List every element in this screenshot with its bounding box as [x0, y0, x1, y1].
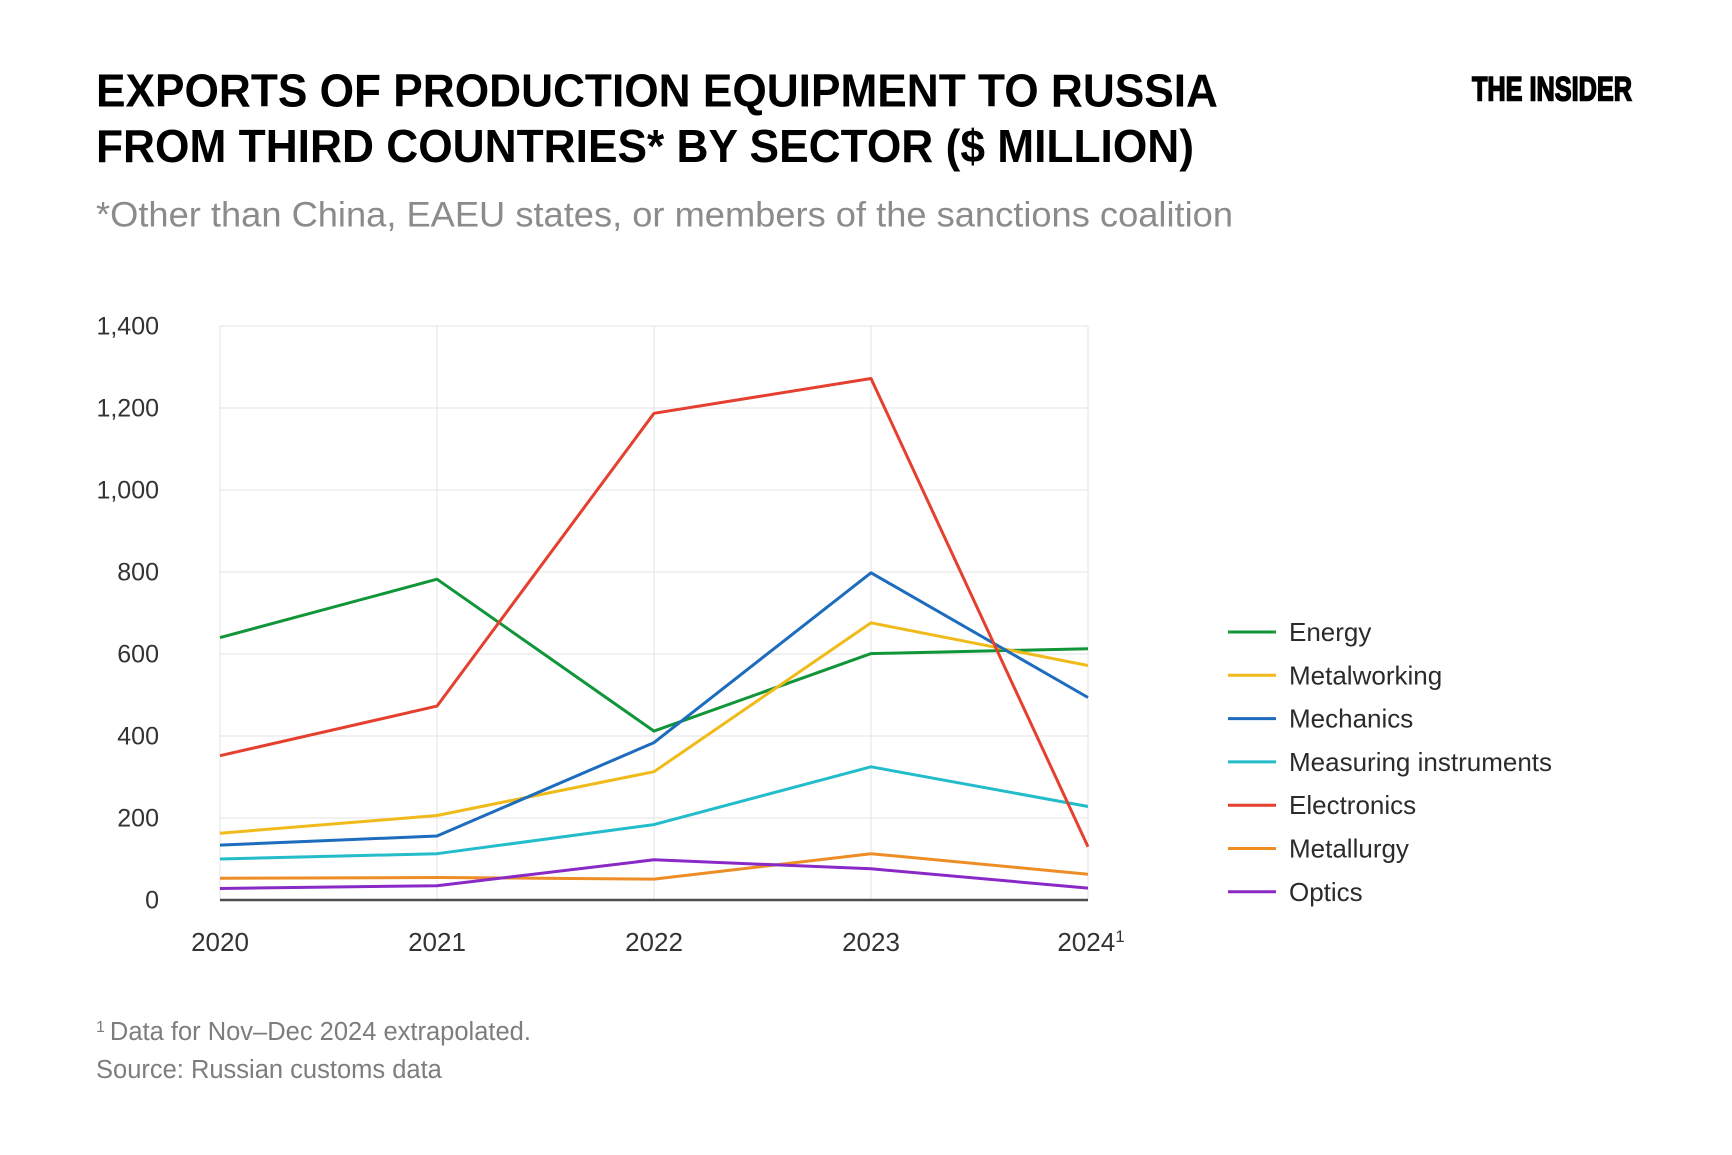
svg-text:Metalworking: Metalworking	[1289, 660, 1442, 690]
svg-text:2021: 2021	[408, 927, 466, 957]
svg-text:2022: 2022	[625, 927, 683, 957]
svg-text:Energy: Energy	[1289, 617, 1371, 647]
svg-text:800: 800	[117, 559, 159, 587]
svg-text:Metallurgy: Metallurgy	[1289, 834, 1409, 864]
svg-text:Optics: Optics	[1289, 877, 1363, 907]
svg-text:20241: 20241	[1057, 927, 1124, 957]
svg-text:1,200: 1,200	[96, 395, 159, 423]
svg-text:0: 0	[145, 887, 159, 915]
svg-text:200: 200	[117, 805, 159, 833]
svg-text:THE INSIDER: THE INSIDER	[1472, 70, 1632, 108]
svg-text:2020: 2020	[191, 927, 249, 957]
svg-text:*Other than China, EAEU states: *Other than China, EAEU states, or membe…	[96, 196, 1233, 235]
svg-text:600: 600	[117, 641, 159, 669]
svg-text:400: 400	[117, 723, 159, 751]
svg-text:1,400: 1,400	[96, 313, 159, 341]
svg-text:Mechanics: Mechanics	[1289, 704, 1413, 734]
svg-text:Source: Russian customs data: Source: Russian customs data	[96, 1056, 443, 1084]
svg-text:Measuring instruments: Measuring instruments	[1289, 747, 1552, 777]
svg-text:1,000: 1,000	[96, 477, 159, 505]
svg-text:2023: 2023	[842, 927, 900, 957]
svg-text:FROM THIRD COUNTRIES* BY SECTO: FROM THIRD COUNTRIES* BY SECTOR ($ MILLI…	[96, 120, 1194, 172]
svg-text:Electronics: Electronics	[1289, 790, 1416, 820]
svg-text:EXPORTS OF PRODUCTION EQUIPMEN: EXPORTS OF PRODUCTION EQUIPMENT TO RUSSI…	[96, 64, 1218, 116]
